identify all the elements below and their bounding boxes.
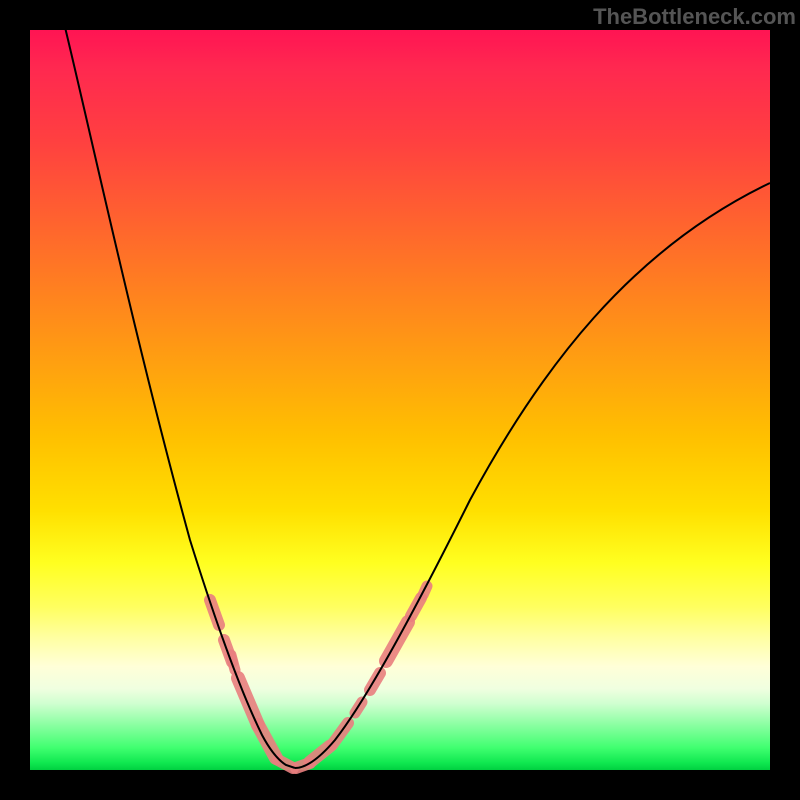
chart-container: TheBottleneck.com <box>0 0 800 800</box>
plot-area <box>30 30 770 770</box>
watermark-text: TheBottleneck.com <box>593 4 796 30</box>
